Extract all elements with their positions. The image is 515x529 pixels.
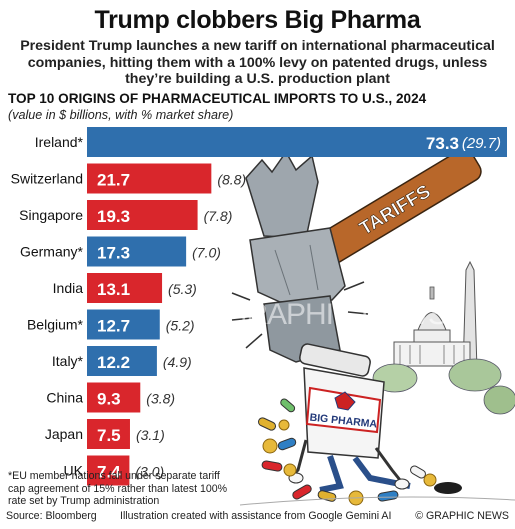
bar-india (87, 273, 163, 303)
share-label-germany: (7.0) (192, 245, 221, 261)
value-label-china: 9.3 (97, 390, 121, 409)
row-label-bg-ireland (0, 127, 84, 157)
subheadline: President Trump launches a new tariff on… (20, 38, 495, 87)
value-label-germany: 17.3 (97, 244, 130, 263)
row-label-bg-germany (0, 236, 84, 267)
category-label-singapore: Singapore (19, 207, 83, 223)
category-label-ireland: Ireland* (35, 134, 84, 150)
value-label-italy: 12.2 (97, 353, 130, 372)
row-label-bg-japan (0, 419, 84, 449)
row-label-bg-india (0, 273, 84, 303)
category-label-italy: Italy* (52, 353, 84, 369)
source-note: Source: Bloomberg (6, 510, 97, 522)
category-label-japan: Japan (45, 426, 83, 442)
category-label-switzerland: Switzerland (11, 171, 83, 187)
row-label-bg-switzerland (0, 163, 84, 194)
value-label-india: 13.1 (97, 280, 130, 299)
ground-line (239, 496, 515, 506)
share-label-switzerland: (8.8) (217, 172, 246, 188)
value-label-belgium: 12.7 (97, 317, 130, 336)
category-label-china: China (46, 390, 83, 406)
bar-singapore (87, 200, 198, 230)
bar-ireland (87, 127, 507, 157)
big-pharma-bottle: BIG PHARMA (288, 343, 462, 494)
share-label-china: (3.8) (146, 391, 175, 407)
bar-uk (87, 455, 130, 486)
share-label-singapore: (7.8) (204, 208, 233, 224)
bar-japan (87, 419, 130, 449)
headline: Trump clobbers Big Pharma (94, 6, 421, 34)
illustration-credit: Illustration created with assistance fro… (120, 510, 392, 522)
capitol-building (393, 286, 471, 367)
chart-subtitle: (value in $ billions, with % market shar… (8, 108, 234, 122)
share-label-belgium: (5.2) (166, 318, 195, 334)
bar-china (87, 382, 141, 413)
bar-germany (87, 236, 187, 267)
category-label-belgium: Belgium* (27, 317, 84, 333)
row-label-bg-italy (0, 346, 84, 376)
watermark: GRAPHIC NEWS (224, 298, 448, 331)
footnote: *EU member nations fall under separate t… (8, 470, 228, 507)
impact-lines (231, 281, 369, 349)
bar-italy (87, 346, 157, 376)
share-label-japan: (3.1) (136, 427, 165, 443)
row-label-bg-china (0, 382, 84, 413)
bar-belgium (87, 309, 160, 340)
value-label-japan: 7.5 (97, 426, 121, 445)
category-label-india: India (53, 280, 84, 296)
share-label-ireland: (29.7) (462, 135, 501, 152)
share-label-uk: (3.0) (135, 464, 164, 480)
row-label-bg-uk (0, 455, 84, 486)
share-label-italy: (4.9) (163, 354, 192, 370)
category-label-germany: Germany* (20, 244, 84, 260)
trees (372, 358, 515, 415)
value-label-uk: 7.4 (97, 463, 121, 482)
value-label-switzerland: 21.7 (97, 171, 130, 190)
row-label-bg-singapore (0, 200, 84, 230)
hammer-head (245, 150, 346, 363)
copyright: © GRAPHIC NEWS (415, 510, 509, 522)
value-label-singapore: 19.3 (97, 207, 130, 226)
chart-title: TOP 10 ORIGINS OF PHARMACEUTICAL IMPORTS… (8, 91, 427, 106)
bar-switzerland (87, 163, 212, 194)
category-label-uk: UK (64, 463, 84, 479)
row-label-bg-belgium (0, 309, 84, 340)
share-label-india: (5.3) (168, 281, 197, 297)
value-label-ireland: 73.3 (426, 134, 459, 153)
